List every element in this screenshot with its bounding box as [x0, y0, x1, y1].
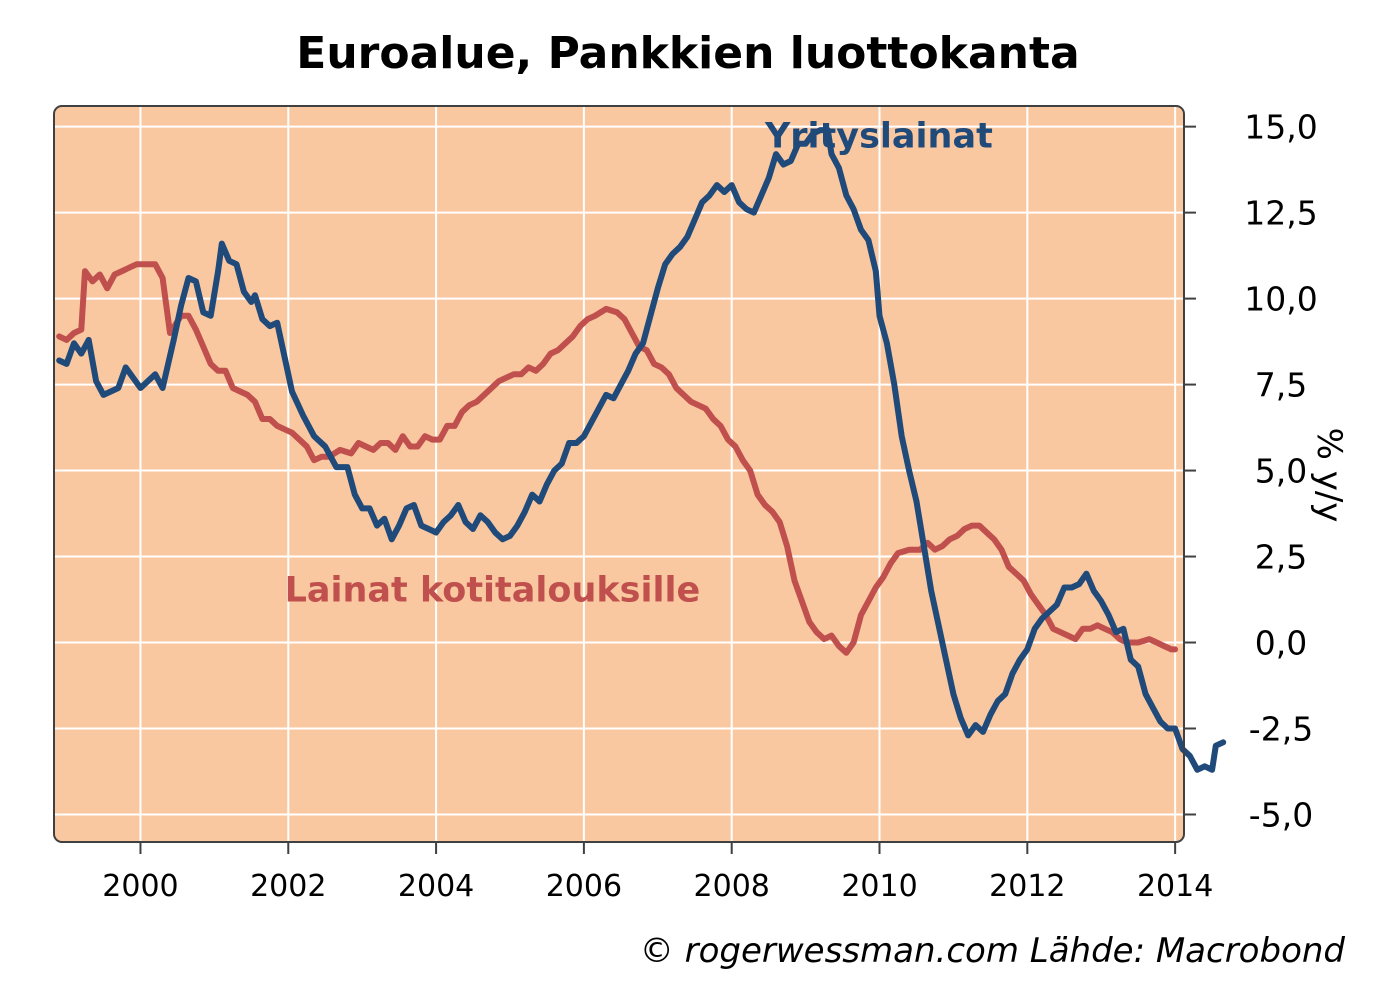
y-tick-label: 15,0	[1244, 108, 1317, 147]
x-tick-label: 2002	[250, 869, 326, 904]
y-tick-label: 0,0	[1255, 624, 1307, 663]
plot-area	[54, 106, 1184, 842]
x-tick-label: 2004	[398, 869, 474, 904]
chart-title: Euroalue, Pankkien luottokanta	[296, 28, 1079, 79]
source-credit: © rogerwessman.com Lähde: Macrobond	[640, 931, 1346, 971]
series-line-lainat-kotitalouksille	[56, 261, 1179, 656]
series-lines	[56, 127, 1227, 773]
y-axis: 15,0 12,5 10,0 7,5 5,0 2,5 0,0 -2,5 -5,0	[1184, 108, 1318, 834]
y-axis-label: % y/y	[1309, 428, 1349, 523]
x-axis: 2000 2002 2004 2006 2008 2010 2012 2014	[102, 842, 1213, 904]
y-tick-label: -2,5	[1249, 710, 1313, 749]
y-tick-label: 12,5	[1244, 194, 1317, 233]
x-tick-label: 2012	[989, 869, 1065, 904]
y-tick-label: -5,0	[1249, 795, 1313, 834]
y-tick-label: 10,0	[1244, 280, 1317, 319]
x-tick-label: 2006	[546, 869, 622, 904]
x-tick-label: 2014	[1137, 869, 1213, 904]
gridlines	[54, 106, 1184, 842]
plot-border	[53, 105, 1185, 843]
series-label-lainat-kotitalouksille: Lainat kotitalouksille	[285, 570, 701, 610]
series-labels: Yrityslainat Lainat kotitalouksille	[285, 116, 993, 610]
y-tick-label: 2,5	[1255, 538, 1307, 577]
x-tick-label: 2010	[841, 869, 917, 904]
x-tick-label: 2008	[694, 869, 770, 904]
series-label-yrityslainat: Yrityslainat	[764, 116, 993, 156]
x-tick-label: 2000	[102, 869, 178, 904]
series-line-yrityslainat	[56, 127, 1227, 773]
y-tick-label: 7,5	[1255, 366, 1307, 405]
y-tick-label: 5,0	[1255, 452, 1307, 491]
